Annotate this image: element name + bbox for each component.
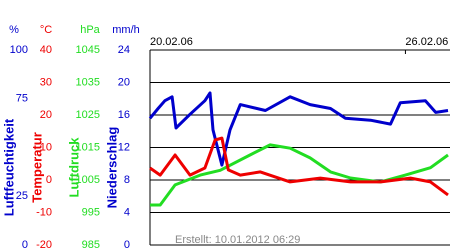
y-tick-label: 1025 — [76, 109, 100, 121]
x-tick-label: 26.02.06 — [405, 36, 448, 48]
axis-title: Temperatur — [29, 132, 44, 203]
y-tick-label: 25 — [16, 190, 28, 202]
axis-title: Niederschlag — [104, 127, 119, 209]
y-tick-label: -10 — [36, 206, 52, 218]
y-tick-label: -20 — [36, 239, 52, 250]
y-tick-label: 40 — [40, 44, 52, 56]
y-tick-label: 20 — [40, 109, 52, 121]
series-line — [148, 91, 449, 167]
series-line — [149, 136, 449, 197]
y-tick-label: 24 — [118, 44, 130, 56]
series-line — [150, 143, 449, 207]
y-tick-label: 4 — [124, 206, 130, 218]
y-tick-label: 995 — [82, 206, 100, 218]
y-tick-label: 75 — [16, 93, 28, 105]
y-tick-label: 1035 — [76, 76, 100, 88]
y-tick-label: 20 — [118, 76, 130, 88]
y-tick-label: 10 — [40, 141, 52, 153]
footer: Erstellt: 10.01.2012 06:29 — [175, 234, 300, 246]
y-tick-label: 1045 — [76, 44, 100, 56]
y-tick-label: 0 — [46, 174, 52, 186]
y-tick-label: 1005 — [76, 174, 100, 186]
y-tick-label: 100 — [10, 44, 28, 56]
axis-unit: hPa — [80, 24, 100, 36]
y-tick-label: 12 — [118, 141, 130, 153]
axis-title: Luftdruck — [66, 137, 81, 198]
axis-unit: % — [9, 24, 19, 36]
axis-title: Luftfeuchtigkeit — [1, 118, 16, 216]
axis-unit: mm/h — [112, 24, 140, 36]
y-tick-label: 30 — [40, 76, 52, 88]
axis-unit: °C — [40, 24, 52, 36]
y-tick-label: 985 — [82, 239, 100, 250]
y-tick-label: 0 — [124, 239, 130, 250]
x-tick-label: 20.02.06 — [150, 36, 193, 48]
y-tick-label: 16 — [118, 109, 130, 121]
y-tick-label: 1015 — [76, 141, 100, 153]
y-tick-label: 8 — [124, 174, 130, 186]
y-tick-label: 0 — [22, 239, 28, 250]
